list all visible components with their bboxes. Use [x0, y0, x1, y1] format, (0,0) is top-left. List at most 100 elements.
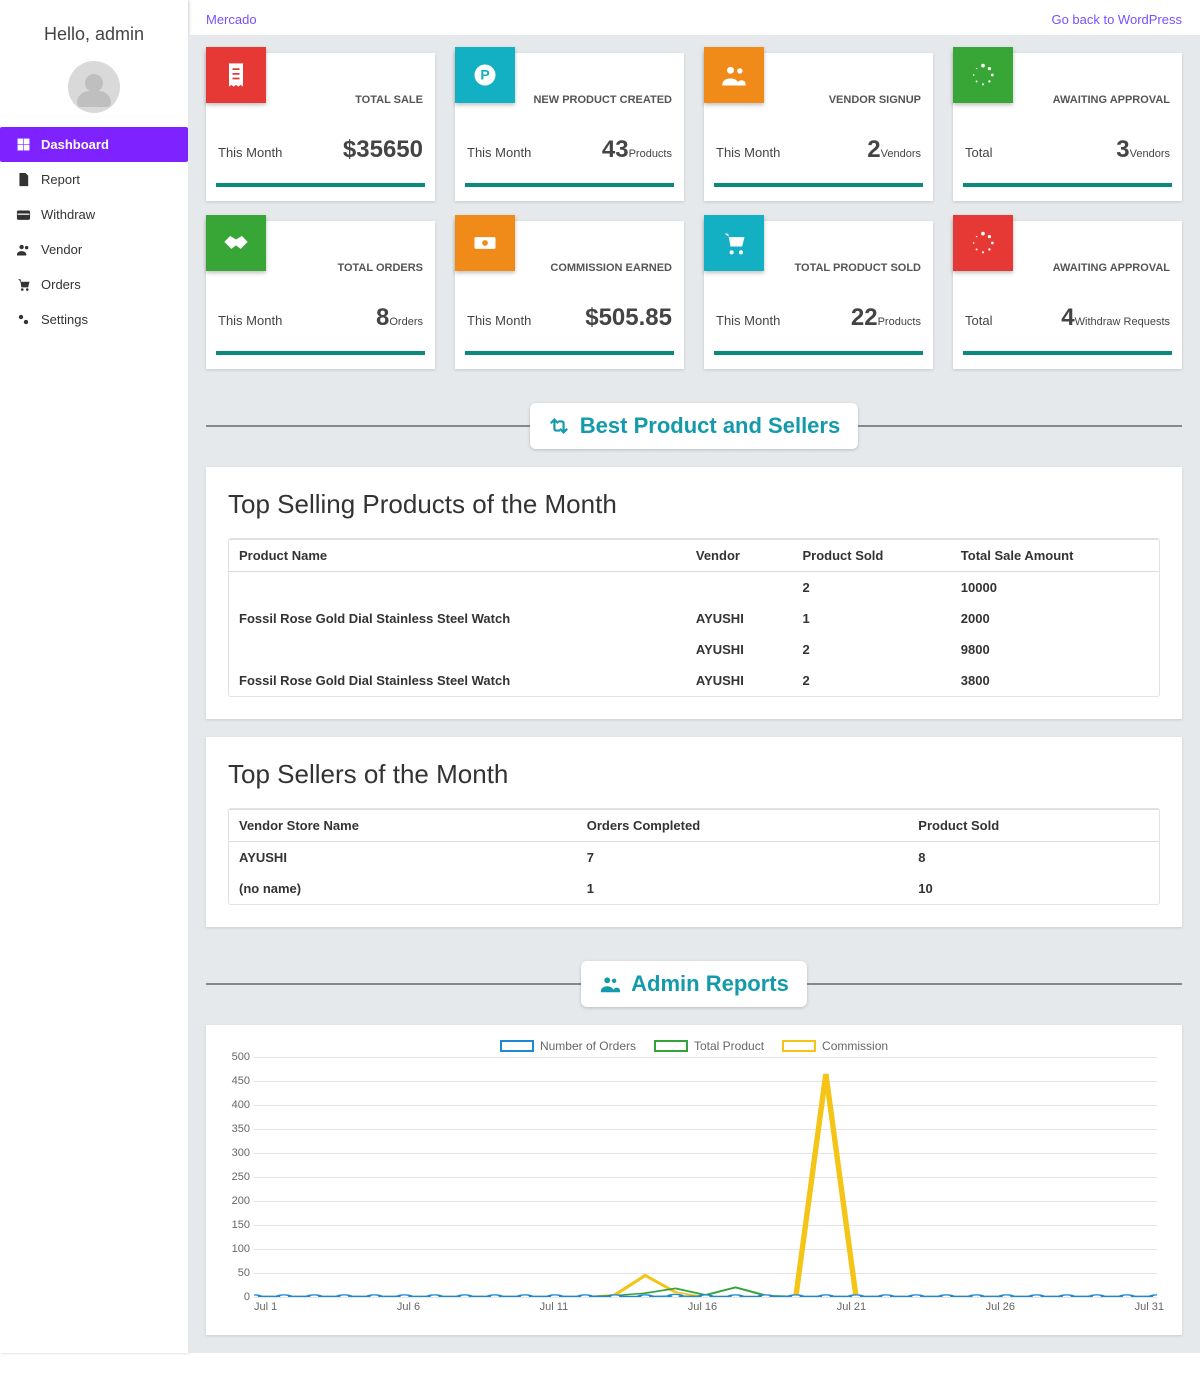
cell: 10000 — [951, 572, 1159, 604]
nav-list: Dashboard Report Withdraw Vendor Orders Setti… — [0, 127, 188, 337]
panel-title: Top Selling Products of the Month — [228, 489, 1160, 520]
svg-text:P: P — [480, 67, 489, 83]
nav-label: Withdraw — [41, 207, 95, 222]
brand-link[interactable]: Mercado — [206, 12, 257, 27]
section-divider-reports: Admin Reports — [206, 961, 1182, 1007]
table-row: (no name)110 — [229, 873, 1159, 904]
cell: AYUSHI — [229, 842, 577, 874]
sidebar-item-orders[interactable]: Orders — [0, 267, 188, 302]
col-header: Product Name — [229, 540, 686, 572]
greeting-text: Hello, admin — [0, 0, 188, 51]
nav-label: Dashboard — [41, 137, 109, 152]
chart-area: 050100150200250300350400450500 — [254, 1057, 1158, 1297]
stat-card: TOTAL SALEThis Month$35650 — [206, 53, 435, 201]
stat-card: COMMISSION EARNEDThis Month$505.85 — [455, 221, 684, 369]
cell: 7 — [577, 842, 909, 874]
back-to-wp-link[interactable]: Go back to WordPress — [1051, 12, 1182, 27]
table-row: 210000 — [229, 572, 1159, 604]
avatar — [68, 61, 120, 113]
table-row: Fossil Rose Gold Dial Stainless Steel Wa… — [229, 665, 1159, 696]
money-icon — [455, 215, 515, 271]
stat-card: TOTAL ORDERSThis Month8Orders — [206, 221, 435, 369]
card-value: $35650 — [343, 136, 423, 164]
cell: 10 — [908, 873, 1159, 904]
section-divider-products: Best Product and Sellers — [206, 403, 1182, 449]
content-area: TOTAL SALEThis Month$35650PNEW PRODUCT C… — [188, 35, 1200, 1353]
cell: 1 — [792, 603, 950, 634]
sidebar-item-report[interactable]: Report — [0, 162, 188, 197]
card-period: This Month — [716, 145, 780, 160]
card-value: 43Products — [602, 136, 672, 164]
topbar: Mercado Go back to WordPress — [188, 0, 1200, 35]
y-tick: 300 — [224, 1147, 250, 1159]
col-header: Vendor — [686, 540, 793, 572]
cell: 1 — [577, 873, 909, 904]
admin-reports-chart: Number of OrdersTotal ProductCommission … — [206, 1025, 1182, 1335]
legend-item[interactable]: Commission — [782, 1039, 888, 1053]
cart-icon — [704, 215, 764, 271]
x-axis-labels: Jul 1Jul 6Jul 11Jul 16Jul 21Jul 26Jul 31 — [254, 1301, 1164, 1313]
card-period: This Month — [467, 313, 531, 328]
y-tick: 450 — [224, 1075, 250, 1087]
sidebar-item-dashboard[interactable]: Dashboard — [0, 127, 188, 162]
cell: 3800 — [951, 665, 1159, 696]
col-header: Product Sold — [908, 810, 1159, 842]
table-row: Fossil Rose Gold Dial Stainless Steel Wa… — [229, 603, 1159, 634]
y-tick: 400 — [224, 1099, 250, 1111]
users-icon — [599, 973, 621, 995]
product-icon: P — [455, 47, 515, 103]
nav-label: Settings — [41, 312, 88, 327]
legend-item[interactable]: Total Product — [654, 1039, 764, 1053]
cell — [229, 572, 686, 604]
cell: AYUSHI — [686, 665, 793, 696]
card-value: 3Vendors — [1116, 136, 1170, 164]
cell: 2000 — [951, 603, 1159, 634]
cell: AYUSHI — [686, 603, 793, 634]
section-title: Admin Reports — [631, 971, 789, 997]
card-period: This Month — [218, 145, 282, 160]
x-tick: Jul 1 — [254, 1301, 277, 1313]
cell — [686, 572, 793, 604]
top-sellers-table: Vendor Store NameOrders CompletedProduct… — [229, 809, 1159, 904]
stat-card: PNEW PRODUCT CREATEDThis Month43Products — [455, 53, 684, 201]
sidebar: Hello, admin Dashboard Report Withdraw Vend… — [0, 0, 188, 1353]
card-period: This Month — [218, 313, 282, 328]
sidebar-item-vendor[interactable]: Vendor — [0, 232, 188, 267]
main: Mercado Go back to WordPress TOTAL SALET… — [188, 0, 1200, 1353]
nav-label: Report — [41, 172, 80, 187]
y-tick: 150 — [224, 1219, 250, 1231]
col-header: Vendor Store Name — [229, 810, 577, 842]
table-row: AYUSHI78 — [229, 842, 1159, 874]
cell: 2 — [792, 572, 950, 604]
x-tick: Jul 16 — [688, 1301, 717, 1313]
card-value: 22Products — [851, 304, 921, 332]
legend-item[interactable]: Number of Orders — [500, 1039, 636, 1053]
retweet-icon — [548, 415, 570, 437]
y-tick: 200 — [224, 1195, 250, 1207]
card-period: Total — [965, 145, 992, 160]
sidebar-item-withdraw[interactable]: Withdraw — [0, 197, 188, 232]
legend-label: Total Product — [694, 1039, 764, 1053]
sidebar-item-settings[interactable]: Settings — [0, 302, 188, 337]
card-value: $505.85 — [585, 304, 672, 332]
cell: Fossil Rose Gold Dial Stainless Steel Wa… — [229, 665, 686, 696]
y-tick: 350 — [224, 1123, 250, 1135]
y-tick: 100 — [224, 1243, 250, 1255]
col-header: Total Sale Amount — [951, 540, 1159, 572]
top-sellers-panel: Top Sellers of the Month Vendor Store Na… — [206, 737, 1182, 927]
y-tick: 50 — [224, 1267, 250, 1279]
legend-label: Number of Orders — [540, 1039, 636, 1053]
stat-card: VENDOR SIGNUPThis Month2Vendors — [704, 53, 933, 201]
cell: (no name) — [229, 873, 577, 904]
section-title: Best Product and Sellers — [580, 413, 840, 439]
legend-label: Commission — [822, 1039, 888, 1053]
panel-title: Top Sellers of the Month — [228, 759, 1160, 790]
x-tick: Jul 11 — [540, 1301, 569, 1313]
nav-label: Orders — [41, 277, 81, 292]
card-value: 4Withdraw Requests — [1061, 304, 1170, 332]
cell: 9800 — [951, 634, 1159, 665]
stat-card: AWAITING APPROVALTotal4Withdraw Requests — [953, 221, 1182, 369]
cell: 8 — [908, 842, 1159, 874]
top-products-panel: Top Selling Products of the Month Produc… — [206, 467, 1182, 719]
x-tick: Jul 31 — [1135, 1301, 1164, 1313]
